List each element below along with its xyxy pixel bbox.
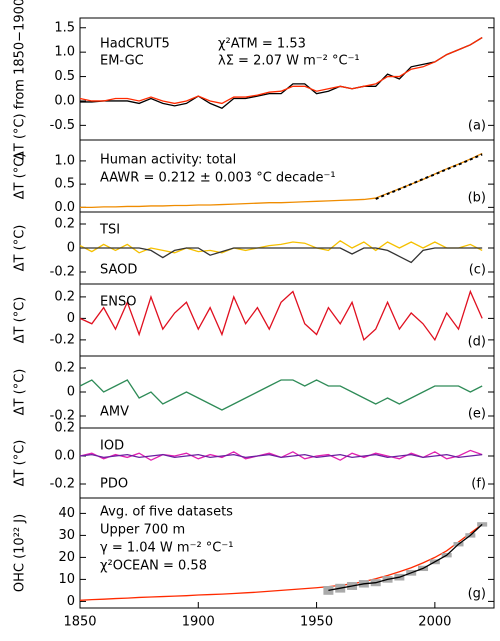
y-tick-label: -0.5 (50, 118, 75, 133)
legend-label: AMV (100, 405, 129, 420)
y-tick-label: 30 (58, 528, 75, 543)
annotation: χ²ATM = 1.53 (218, 37, 306, 52)
y-tick-label: 1.0 (54, 45, 75, 60)
y-axis-label: ΔT (°C) (13, 153, 28, 200)
x-tick-label: 1850 (63, 615, 96, 630)
x-tick-label: 2000 (418, 615, 451, 630)
y-axis-label: OHC (10²² J) (13, 514, 28, 592)
y-tick-label: 0.2 (54, 421, 75, 436)
y-tick-label: 0.5 (54, 177, 75, 192)
panel-label: (a) (468, 119, 486, 134)
y-axis-label: ΔT (°C) from 1850−1900 (13, 0, 28, 160)
series-line (375, 153, 483, 200)
y-tick-label: 10 (58, 572, 75, 587)
y-tick-label: -0.2 (50, 409, 75, 424)
series-line (79, 289, 483, 342)
y-tick-label: 20 (58, 550, 75, 565)
legend-label: Human activity: total (100, 153, 236, 168)
y-tick-label: -0.2 (50, 265, 75, 280)
x-tick-label: 1900 (182, 615, 215, 630)
annotation: Upper 700 m (100, 523, 185, 538)
legend-label: AAWR = 0.212 ± 0.003 °C decade⁻¹ (100, 171, 336, 186)
plot-frame (79, 355, 495, 429)
legend-label: PDO (100, 477, 128, 492)
panel-label: (e) (468, 407, 486, 422)
y-tick-label: 0.2 (54, 217, 75, 232)
series-line (80, 247, 483, 264)
y-tick-label: 1.5 (54, 20, 75, 35)
y-tick-label: 0.0 (54, 93, 75, 108)
y-tick-label: 0.0 (54, 200, 75, 215)
y-tick-label: 0.2 (54, 289, 75, 304)
series-line (79, 36, 483, 105)
panel-label: (d) (468, 335, 486, 350)
annotation: λΣ = 2.07 W m⁻² °C⁻¹ (218, 54, 360, 69)
panel-label: (b) (468, 191, 486, 206)
y-tick-label: 40 (58, 506, 75, 521)
plot-frame (79, 427, 495, 499)
y-tick-label: -0.2 (50, 332, 75, 347)
series-line (80, 36, 483, 110)
panel-label: (f) (471, 477, 486, 492)
y-axis-label: ΔT (°C) (13, 440, 28, 487)
annotation: γ = 1.04 W m⁻² °C⁻¹ (100, 541, 233, 556)
plot-frame (79, 497, 495, 609)
y-tick-label: 0 (67, 311, 75, 326)
series-line (328, 523, 483, 592)
series-line (79, 449, 483, 461)
y-tick-label: 0.2 (54, 361, 75, 376)
legend-label: SAOD (100, 263, 137, 278)
legend-label: IOD (100, 439, 124, 454)
y-axis-label: ΔT (°C) (13, 369, 28, 416)
legend-label: HadCRUT5 (100, 37, 170, 52)
y-tick-label: 0.5 (54, 69, 75, 84)
legend-label: ENSO (100, 295, 136, 310)
y-tick-label: -0.2 (50, 477, 75, 492)
panel-label: (g) (468, 587, 486, 602)
annotation: Avg. of five datasets (100, 505, 233, 520)
legend-label: TSI (99, 223, 120, 238)
y-tick-label: 0 (67, 241, 75, 256)
y-tick-label: 0 (67, 594, 75, 609)
y-axis-label: ΔT (°C) (13, 297, 28, 344)
x-tick-label: 1950 (300, 615, 333, 630)
y-tick-label: 0 (67, 385, 75, 400)
y-tick-label: 0.0 (54, 449, 75, 464)
legend-label: EM-GC (100, 54, 144, 69)
series-line (79, 379, 483, 411)
plot-frame (79, 283, 495, 357)
y-axis-label: ΔT (°C) (13, 225, 28, 272)
annotation: χ²OCEAN = 0.58 (100, 559, 207, 574)
panel-label: (c) (469, 263, 486, 278)
y-tick-label: 1.0 (54, 153, 75, 168)
series-line (79, 523, 483, 601)
series-line (79, 453, 483, 459)
